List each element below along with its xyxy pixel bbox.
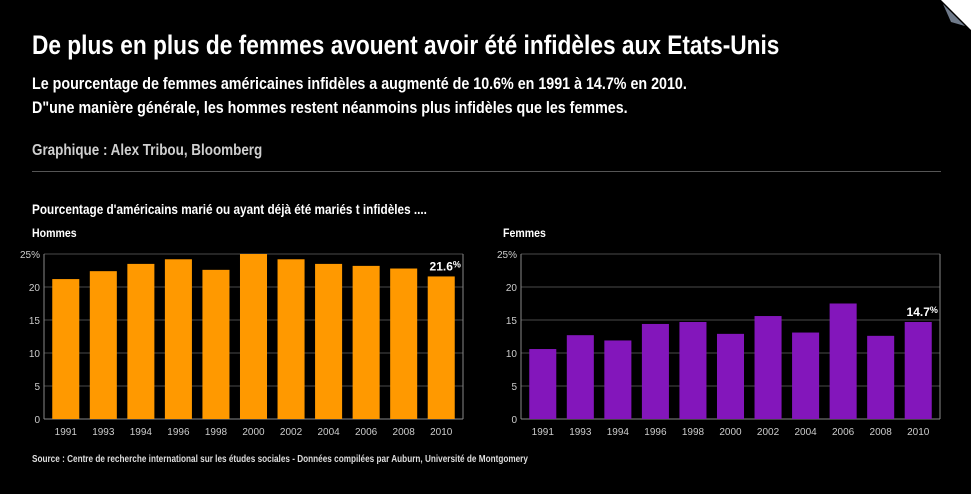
subtitle-line-2: D"une manière générale, les hommes reste… — [32, 98, 628, 117]
x-tick-label: 2004 — [794, 427, 817, 438]
y-tick-label: 0 — [34, 415, 40, 426]
x-tick-label: 2008 — [393, 427, 416, 438]
bar-1993 — [89, 271, 117, 419]
data-label: 14.7% — [907, 305, 938, 319]
bar-1991 — [52, 279, 80, 419]
x-tick-label: 2000 — [719, 427, 742, 438]
x-tick-label: 2006 — [832, 427, 855, 438]
data-label-value: 14.7 — [907, 305, 931, 319]
bar-1994 — [127, 263, 155, 419]
data-label: 21.6% — [430, 259, 461, 273]
source-note: Source : Centre de recherche internation… — [32, 454, 528, 465]
y-tick-label: 15 — [506, 316, 518, 327]
y-tick-label: 25% — [20, 250, 40, 261]
data-label-unit: % — [453, 259, 461, 269]
bar-1996 — [164, 259, 192, 419]
data-label-unit: % — [930, 305, 938, 315]
y-tick-label: 20 — [506, 283, 518, 294]
y-tick-label: 20 — [29, 283, 41, 294]
subtitle: Le pourcentage de femmes américaines inf… — [32, 72, 687, 120]
bar-2010 — [904, 321, 932, 419]
x-tick-label: 1993 — [569, 427, 592, 438]
y-tick-label: 5 — [34, 382, 40, 393]
page-corner-icon[interactable] — [941, 0, 971, 30]
graphic-credit: Graphique : Alex Tribou, Bloomberg — [32, 142, 263, 159]
bar-1998 — [679, 321, 707, 419]
bar-2002 — [754, 316, 782, 419]
bar-2006 — [829, 303, 857, 419]
x-tick-label: 2004 — [317, 427, 340, 438]
x-tick-label: 2008 — [870, 427, 893, 438]
bar-2008 — [867, 335, 895, 419]
x-tick-label: 2002 — [757, 427, 780, 438]
bar-1994 — [604, 340, 632, 419]
bar-1991 — [529, 349, 557, 419]
bar-1996 — [641, 323, 669, 419]
y-tick-label: 25% — [497, 250, 517, 261]
x-tick-label: 2010 — [907, 427, 930, 438]
y-tick-label: 10 — [506, 349, 518, 360]
y-tick-label: 10 — [29, 349, 41, 360]
bar-2006 — [352, 265, 380, 419]
chart-caption: Pourcentage d'américains marié ou ayant … — [32, 201, 427, 217]
bar-2002 — [277, 259, 305, 419]
men-panel-title: Hommes — [32, 226, 77, 240]
bar-1998 — [202, 269, 230, 419]
x-tick-label: 1993 — [92, 427, 115, 438]
bar-2004 — [315, 263, 343, 419]
bar-2004 — [792, 332, 820, 419]
x-tick-label: 2006 — [355, 427, 378, 438]
x-tick-label: 1991 — [532, 427, 555, 438]
bar-2008 — [390, 268, 418, 419]
x-tick-label: 1998 — [205, 427, 228, 438]
y-tick-label: 0 — [511, 415, 517, 426]
bar-2000 — [239, 254, 268, 419]
y-tick-label: 5 — [511, 382, 517, 393]
x-tick-label: 1996 — [644, 427, 667, 438]
x-tick-label: 1991 — [55, 427, 78, 438]
divider — [32, 171, 941, 172]
x-tick-label: 1998 — [682, 427, 705, 438]
x-tick-label: 2000 — [242, 427, 265, 438]
x-tick-label: 2010 — [430, 427, 453, 438]
subtitle-line-1: Le pourcentage de femmes américaines inf… — [32, 74, 687, 93]
y-tick-label: 15 — [29, 316, 41, 327]
x-tick-label: 1994 — [607, 427, 630, 438]
x-tick-label: 2002 — [280, 427, 303, 438]
women-panel-title: Femmes — [503, 226, 546, 240]
bar-1993 — [566, 335, 594, 419]
x-tick-label: 1994 — [130, 427, 153, 438]
bar-2010 — [427, 276, 455, 419]
data-label-value: 21.6 — [430, 259, 454, 273]
bar-2000 — [716, 333, 745, 419]
page-title: De plus en plus de femmes avouent avoir … — [32, 30, 780, 60]
x-tick-label: 1996 — [167, 427, 190, 438]
